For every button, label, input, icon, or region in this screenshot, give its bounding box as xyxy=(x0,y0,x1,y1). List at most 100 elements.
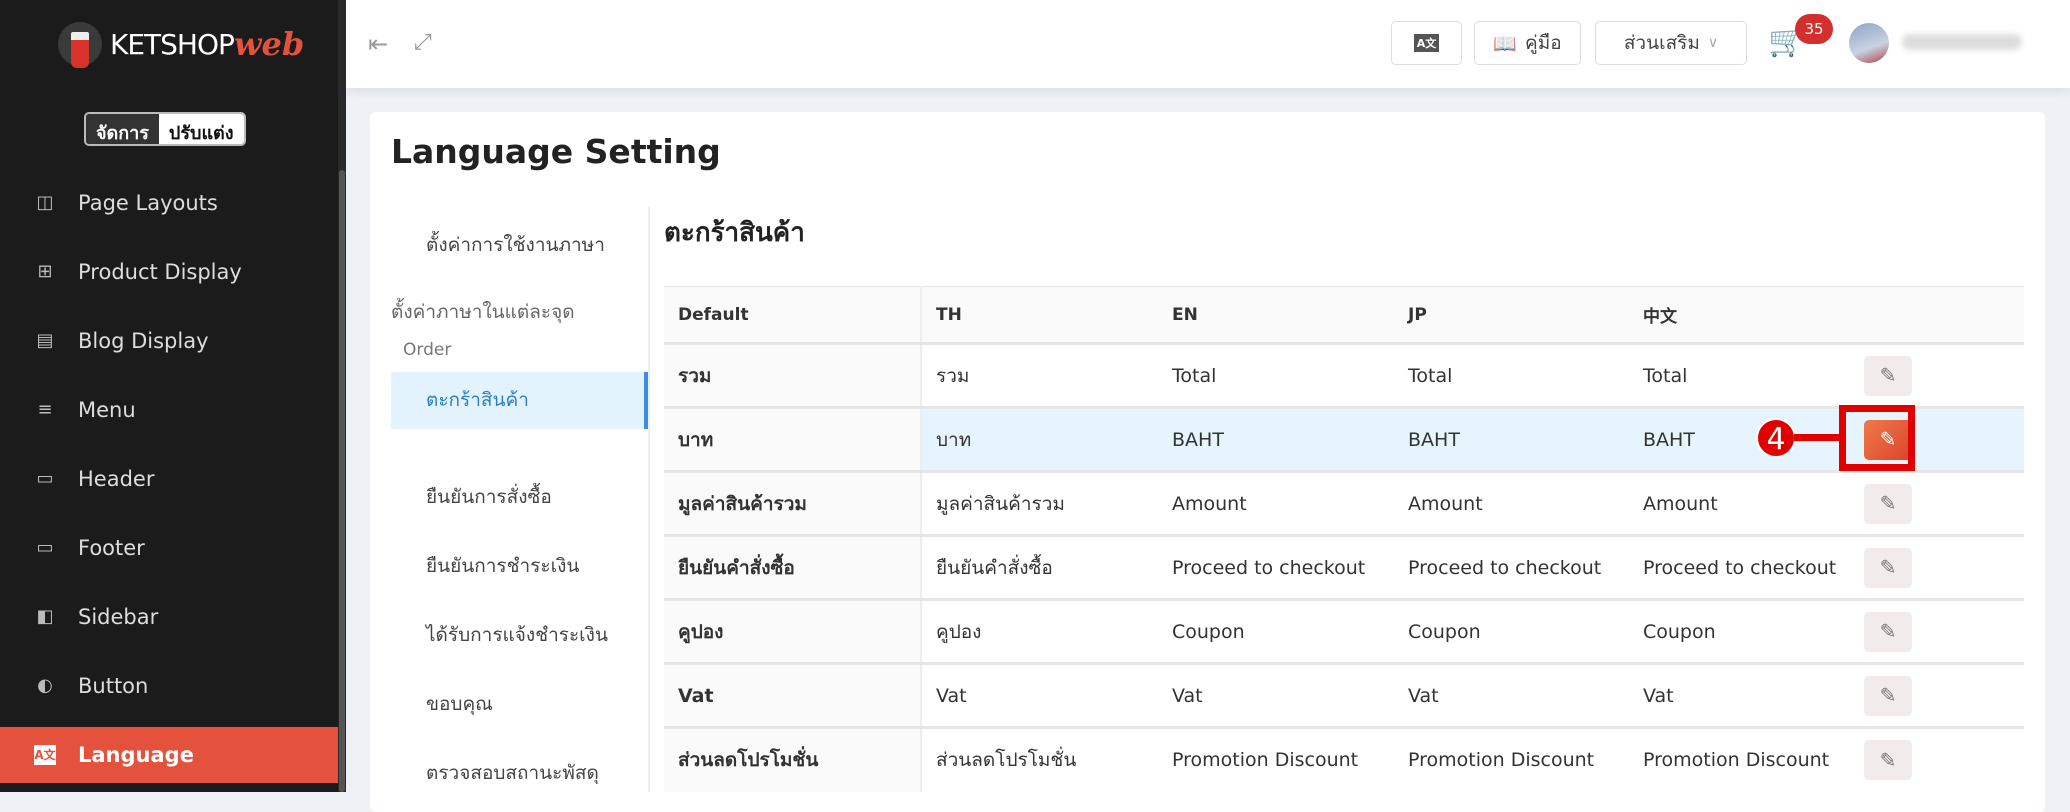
sidebar-item-label: Language xyxy=(78,743,194,767)
table-cell: Amount xyxy=(1394,470,1629,536)
top-bar xyxy=(346,0,2070,88)
user-name-blurred[interactable] xyxy=(1902,34,2022,50)
mode-toggle[interactable]: จัดการ ปรับแต่ง xyxy=(84,112,246,146)
actions-header xyxy=(1854,286,2024,344)
sidebar-item-header[interactable]: ▭ Header xyxy=(0,451,338,507)
table-row: ยืนยันคำสั่งซื้อ ยืนยันคำสั่งซื้อ Proceed … xyxy=(664,534,2024,600)
section-title: ตะกร้าสินค้า xyxy=(664,218,805,248)
table-cell: Amount xyxy=(1629,470,1854,536)
subnav-group-label: Order xyxy=(403,340,452,360)
table-cell: ยืนยันคำสั่งซื้อ xyxy=(921,534,1158,600)
edit-button[interactable]: ✎ xyxy=(1864,483,1912,524)
pencil-icon: ✎ xyxy=(1879,621,1897,643)
avatar[interactable] xyxy=(1849,23,1889,63)
translate-icon: A文 xyxy=(1413,34,1440,52)
pencil-icon: ✎ xyxy=(1879,557,1897,579)
subnav-section-label: ตั้งค่าภาษาในแต่ละจุด xyxy=(391,301,575,323)
sidebar-item-label: Menu xyxy=(78,398,136,422)
table-cell: BAHT xyxy=(1158,406,1394,472)
list-icon: ▤ xyxy=(36,330,54,351)
manual-button[interactable]: 📖 คู่มือ xyxy=(1474,21,1581,65)
column-header: JP xyxy=(1394,286,1629,344)
table-header-row: Default TH EN JP 中文 xyxy=(664,286,2024,344)
actions-cell: ✎ xyxy=(1854,598,2024,664)
table-cell: Coupon xyxy=(1394,598,1629,664)
fullscreen-icon[interactable]: ⤢ xyxy=(414,30,432,55)
actions-cell: ✎ xyxy=(1854,726,2024,792)
table-cell: Vat xyxy=(921,662,1158,728)
subnav-item[interactable]: ยืนยันการสั่งซื้อ xyxy=(426,486,552,508)
edit-button[interactable]: ✎ xyxy=(1864,740,1912,781)
table-cell: บาท xyxy=(664,406,922,472)
actions-cell: ✎ xyxy=(1854,470,2024,536)
subnav-item[interactable]: ขอบคุณ xyxy=(426,693,493,715)
grid-icon: ⊞ xyxy=(37,261,53,282)
table-cell: Promotion Discount xyxy=(1394,726,1629,792)
subnav-item[interactable]: ได้รับการแจ้งชำระเงิน xyxy=(426,624,608,646)
sidebar-item-blog-display[interactable]: ▤ Blog Display xyxy=(0,313,338,369)
table-cell: Amount xyxy=(1158,470,1394,536)
table-cell: มูลค่าสินค้ารวม xyxy=(664,470,922,536)
actions-cell: ✎ xyxy=(1854,662,2024,728)
table-cell: Coupon xyxy=(1158,598,1394,664)
table-row: รวม รวม Total Total Total ✎ xyxy=(664,342,2024,408)
edit-button[interactable]: ✎ xyxy=(1864,419,1912,460)
table-cell: Coupon xyxy=(1629,598,1854,664)
page-title: Language Setting xyxy=(391,132,721,171)
table-row: คูปอง คูปอง Coupon Coupon Coupon ✎ xyxy=(664,598,2024,664)
edit-button[interactable]: ✎ xyxy=(1864,355,1912,396)
page-layout-icon: ◫ xyxy=(36,192,54,213)
pencil-icon: ✎ xyxy=(1879,429,1897,451)
book-icon: 📖 xyxy=(1493,32,1517,55)
table-cell: คูปอง xyxy=(921,598,1158,664)
sidebar-item-page-layouts[interactable]: ◫ Page Layouts xyxy=(0,175,338,231)
table-row: Vat Vat Vat Vat Vat ✎ xyxy=(664,662,2024,728)
manual-label: คู่มือ xyxy=(1525,32,1562,54)
table-cell: Total xyxy=(1394,342,1629,408)
manage-mode-button[interactable]: จัดการ xyxy=(86,114,159,144)
sidebar-item-menu[interactable]: ≡ Menu xyxy=(0,382,338,438)
addons-label: ส่วนเสริม xyxy=(1623,32,1700,54)
table-row: ส่วนลดโปรโมชั่น ส่วนลดโปรโมชั่น Promotion … xyxy=(664,726,2024,792)
translate-icon: A文 xyxy=(34,745,56,765)
edit-button[interactable]: ✎ xyxy=(1864,675,1912,716)
annotation-connector xyxy=(1794,434,1840,441)
logo-script: web xyxy=(233,25,305,63)
table-cell: Vat xyxy=(1394,662,1629,728)
table-cell: ยืนยันคำสั่งซื้อ xyxy=(664,534,922,600)
table-row: มูลค่าสินค้ารวม มูลค่าสินค้ารวม Amount Amou… xyxy=(664,470,2024,536)
toggle-icon: ◐ xyxy=(37,675,53,696)
subnav-item[interactable]: ตะกร้าสินค้า xyxy=(391,372,648,429)
edit-button[interactable]: ✎ xyxy=(1864,611,1912,652)
sidebar-item-label: Product Display xyxy=(78,260,242,284)
table-cell: มูลค่าสินค้ารวม xyxy=(921,470,1158,536)
subnav-item[interactable]: ตรวจสอบสถานะพัสดุ xyxy=(426,762,599,784)
subnav-general-settings[interactable]: ตั้งค่าการใช้งานภาษา xyxy=(426,234,605,256)
table-cell: Total xyxy=(1158,342,1394,408)
sidebar-item-label: Page Layouts xyxy=(78,191,218,215)
subnav-item[interactable]: ยืนยันการชำระเงิน xyxy=(426,555,580,577)
sidebar-item-label: Button xyxy=(78,674,149,698)
customize-mode-button[interactable]: ปรับแต่ง xyxy=(158,114,244,144)
sidebar-item-button[interactable]: ◐ Button xyxy=(0,658,338,714)
pencil-icon: ✎ xyxy=(1879,685,1897,707)
sidebar-item-sidebar[interactable]: ◧ Sidebar xyxy=(0,589,338,645)
sidebar-item-language[interactable]: A文 Language xyxy=(0,727,338,783)
table-cell: ส่วนลดโปรโมชั่น xyxy=(921,726,1158,792)
pencil-icon: ✎ xyxy=(1879,493,1897,515)
language-button[interactable]: A文 xyxy=(1391,21,1462,65)
sidebar-item-product-display[interactable]: ⊞ Product Display xyxy=(0,244,338,300)
sidebar-scrollbar-thumb[interactable] xyxy=(339,170,345,792)
sidebar-item-footer[interactable]: ▭ Footer xyxy=(0,520,338,576)
addons-dropdown[interactable]: ส่วนเสริม ∨ xyxy=(1595,21,1747,65)
column-header: 中文 xyxy=(1629,286,1854,344)
table-cell: Proceed to checkout xyxy=(1629,534,1854,600)
column-header: TH xyxy=(921,286,1158,344)
edit-button[interactable]: ✎ xyxy=(1864,547,1912,588)
collapse-sidebar-icon[interactable]: ⇤ xyxy=(368,30,389,58)
sidebar-item-label: Sidebar xyxy=(78,605,159,629)
logo[interactable]: KETSHOP web xyxy=(58,22,305,68)
sidebar-item-label: Header xyxy=(78,467,155,491)
actions-cell: ✎ xyxy=(1854,534,2024,600)
table-cell: รวม xyxy=(664,342,922,408)
